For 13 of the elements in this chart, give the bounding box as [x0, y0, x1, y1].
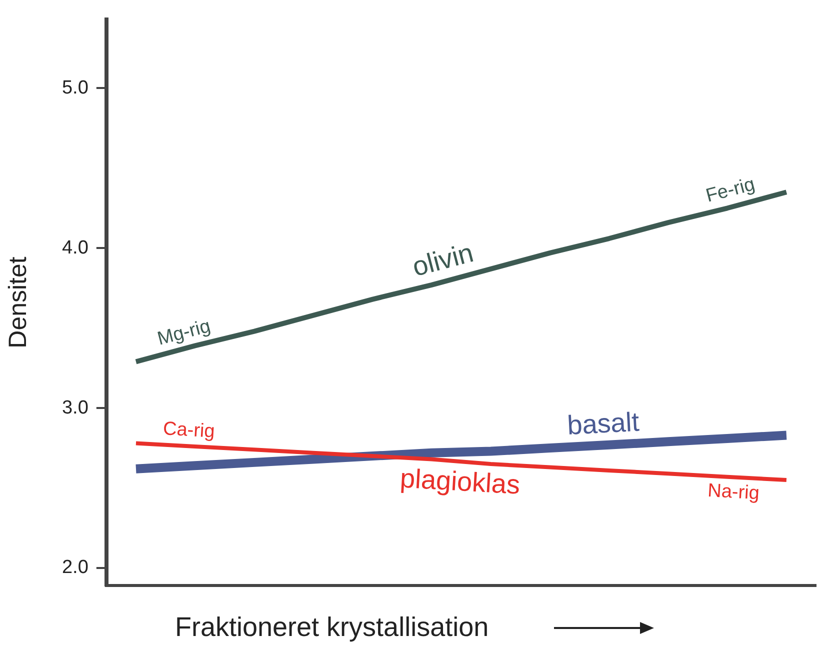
annotation: Na-rig: [707, 480, 760, 504]
y-tick-label: 5.0: [62, 77, 88, 98]
annotation: Mg-rig: [155, 316, 213, 350]
y-tick-label: 3.0: [62, 397, 88, 418]
text: olivin: [409, 238, 476, 282]
annotation: Fe-rig: [704, 174, 758, 207]
annotation: Ca-rig: [162, 418, 216, 442]
y-tick-label: 2.0: [62, 557, 88, 578]
series-label: plagioklas: [399, 463, 521, 500]
y-axis-title: Densitet: [4, 256, 32, 348]
x-axis-title: Fraktioneret krystallisation: [175, 612, 489, 643]
series-label: basalt: [566, 406, 640, 440]
y-tick-label: 4.0: [62, 237, 88, 258]
